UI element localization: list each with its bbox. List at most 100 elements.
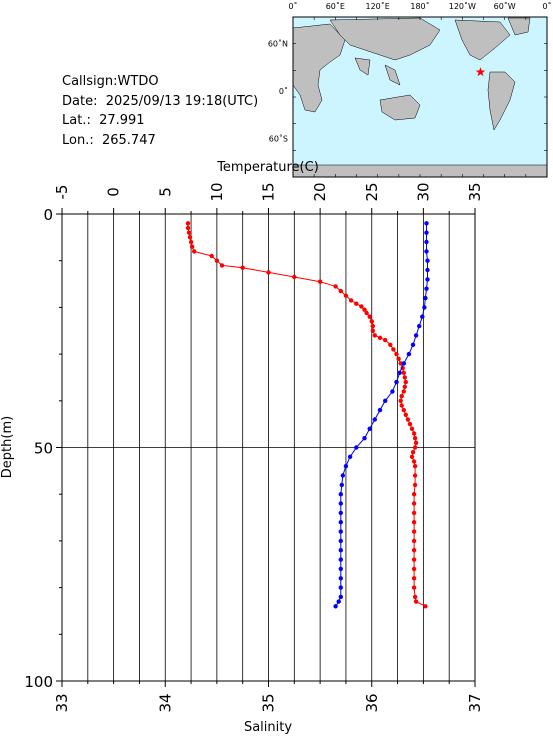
temperature-point [405, 417, 411, 422]
temperature-point [401, 389, 406, 394]
temperature-point [192, 249, 197, 254]
map-longitude-label: 180˚ [410, 1, 429, 11]
temperature-point [214, 258, 220, 263]
temperature-point [391, 347, 396, 352]
depth-axis-title: Depth(m) [0, 416, 15, 478]
depth-tick-label: 50 [34, 440, 53, 458]
salinity-series [333, 221, 430, 609]
temperature-point [364, 310, 369, 316]
temperature-point [370, 323, 375, 329]
salinity-point [339, 482, 344, 488]
temperature-point [185, 225, 191, 231]
temperature-point [402, 384, 407, 389]
map-longitude-label: 120˚W [449, 1, 476, 11]
salinity-point [417, 323, 422, 329]
temperature-point [411, 492, 417, 497]
salinity-point [383, 398, 388, 403]
temperature-point [410, 450, 416, 455]
temperature-point [411, 431, 417, 436]
salinity-axis: 33 34 35 36 37 [53, 681, 484, 713]
temperature-tick-label: 5 [156, 187, 174, 197]
temperature-point [413, 440, 419, 445]
temperature-point [403, 379, 408, 385]
temperature-point [343, 293, 349, 298]
salinity-point [425, 258, 430, 263]
salinity-point [347, 454, 353, 459]
temperature-point [186, 230, 192, 235]
temperature-point [240, 265, 245, 270]
map-latitude-label: 0˚ [279, 86, 288, 96]
temperature-point [411, 557, 417, 562]
latitude-text: Lat.: 27.991 [62, 113, 145, 128]
temperature-point [209, 253, 214, 259]
depth-axis: 0 50 100 [24, 206, 62, 691]
longitude-text: Lon.: 265.747 [62, 132, 156, 148]
temperature-point [399, 403, 404, 408]
map-longitude-label: 60˚W [494, 1, 516, 11]
temperature-point [413, 599, 419, 604]
station-marker-star-icon [475, 67, 486, 77]
temperature-axis-title: Temperature(C) [216, 160, 319, 175]
temperature-point [412, 473, 418, 478]
map-ticks [292, 16, 548, 178]
temperature-tick-label: 10 [208, 182, 226, 201]
temperature-tick-label: 15 [260, 182, 278, 201]
temperature-point [411, 585, 417, 590]
salinity-point [338, 492, 343, 497]
temperature-point [367, 314, 372, 319]
temperature-point [412, 482, 418, 488]
salinity-point [377, 407, 383, 413]
salinity-point [422, 305, 427, 310]
temperature-point [409, 454, 415, 459]
salinity-point [394, 379, 399, 385]
salinity-point [424, 239, 429, 245]
salinity-point [425, 267, 430, 273]
salinity-point [354, 445, 359, 450]
temperature-point [411, 548, 417, 553]
temperature-point [398, 361, 403, 366]
salinity-point [397, 370, 402, 375]
temperature-point [266, 270, 271, 275]
temperature-point [411, 529, 417, 534]
temperature-point [412, 594, 418, 600]
temperature-point [411, 459, 417, 464]
temperature-tick-label: 20 [311, 182, 329, 201]
depth-tick-label: 100 [24, 673, 53, 691]
temperature-point [423, 604, 428, 609]
temperature-point [292, 274, 297, 280]
temperature-point [394, 351, 399, 357]
salinity-point [362, 436, 367, 441]
salinity-tick-label: 36 [363, 693, 381, 712]
temperature-point [388, 342, 393, 347]
temperature-point [403, 412, 408, 417]
salinity-axis-title: Salinity [244, 720, 292, 735]
temperature-point [409, 426, 415, 431]
map-latitude-labels: 60˚N 0˚ 60˚S [268, 39, 288, 144]
temperature-point [411, 538, 417, 544]
temperature-point [401, 407, 406, 413]
salinity-point [333, 604, 338, 609]
temperature-point [411, 566, 417, 572]
salinity-point [423, 295, 428, 301]
map-longitude-label: 120˚E [366, 1, 390, 11]
salinity-point [338, 548, 343, 553]
temperature-point [333, 284, 338, 289]
salinity-point [424, 230, 429, 235]
temperature-series [185, 221, 428, 609]
temperature-point [348, 298, 354, 303]
salinity-point [338, 585, 343, 590]
temperature-point [398, 398, 403, 403]
temperature-axis: -5 0 5 10 15 20 25 30 35 [53, 182, 484, 214]
temperature-point [412, 436, 418, 441]
temperature-point [411, 501, 417, 506]
temperature-point [369, 319, 374, 324]
temperature-point [359, 304, 364, 309]
salinity-point [336, 599, 341, 604]
salinity-point [338, 566, 343, 572]
temperature-point [412, 445, 418, 450]
temperature-point [411, 510, 417, 516]
salinity-point [338, 520, 343, 525]
temperature-line [187, 223, 426, 607]
